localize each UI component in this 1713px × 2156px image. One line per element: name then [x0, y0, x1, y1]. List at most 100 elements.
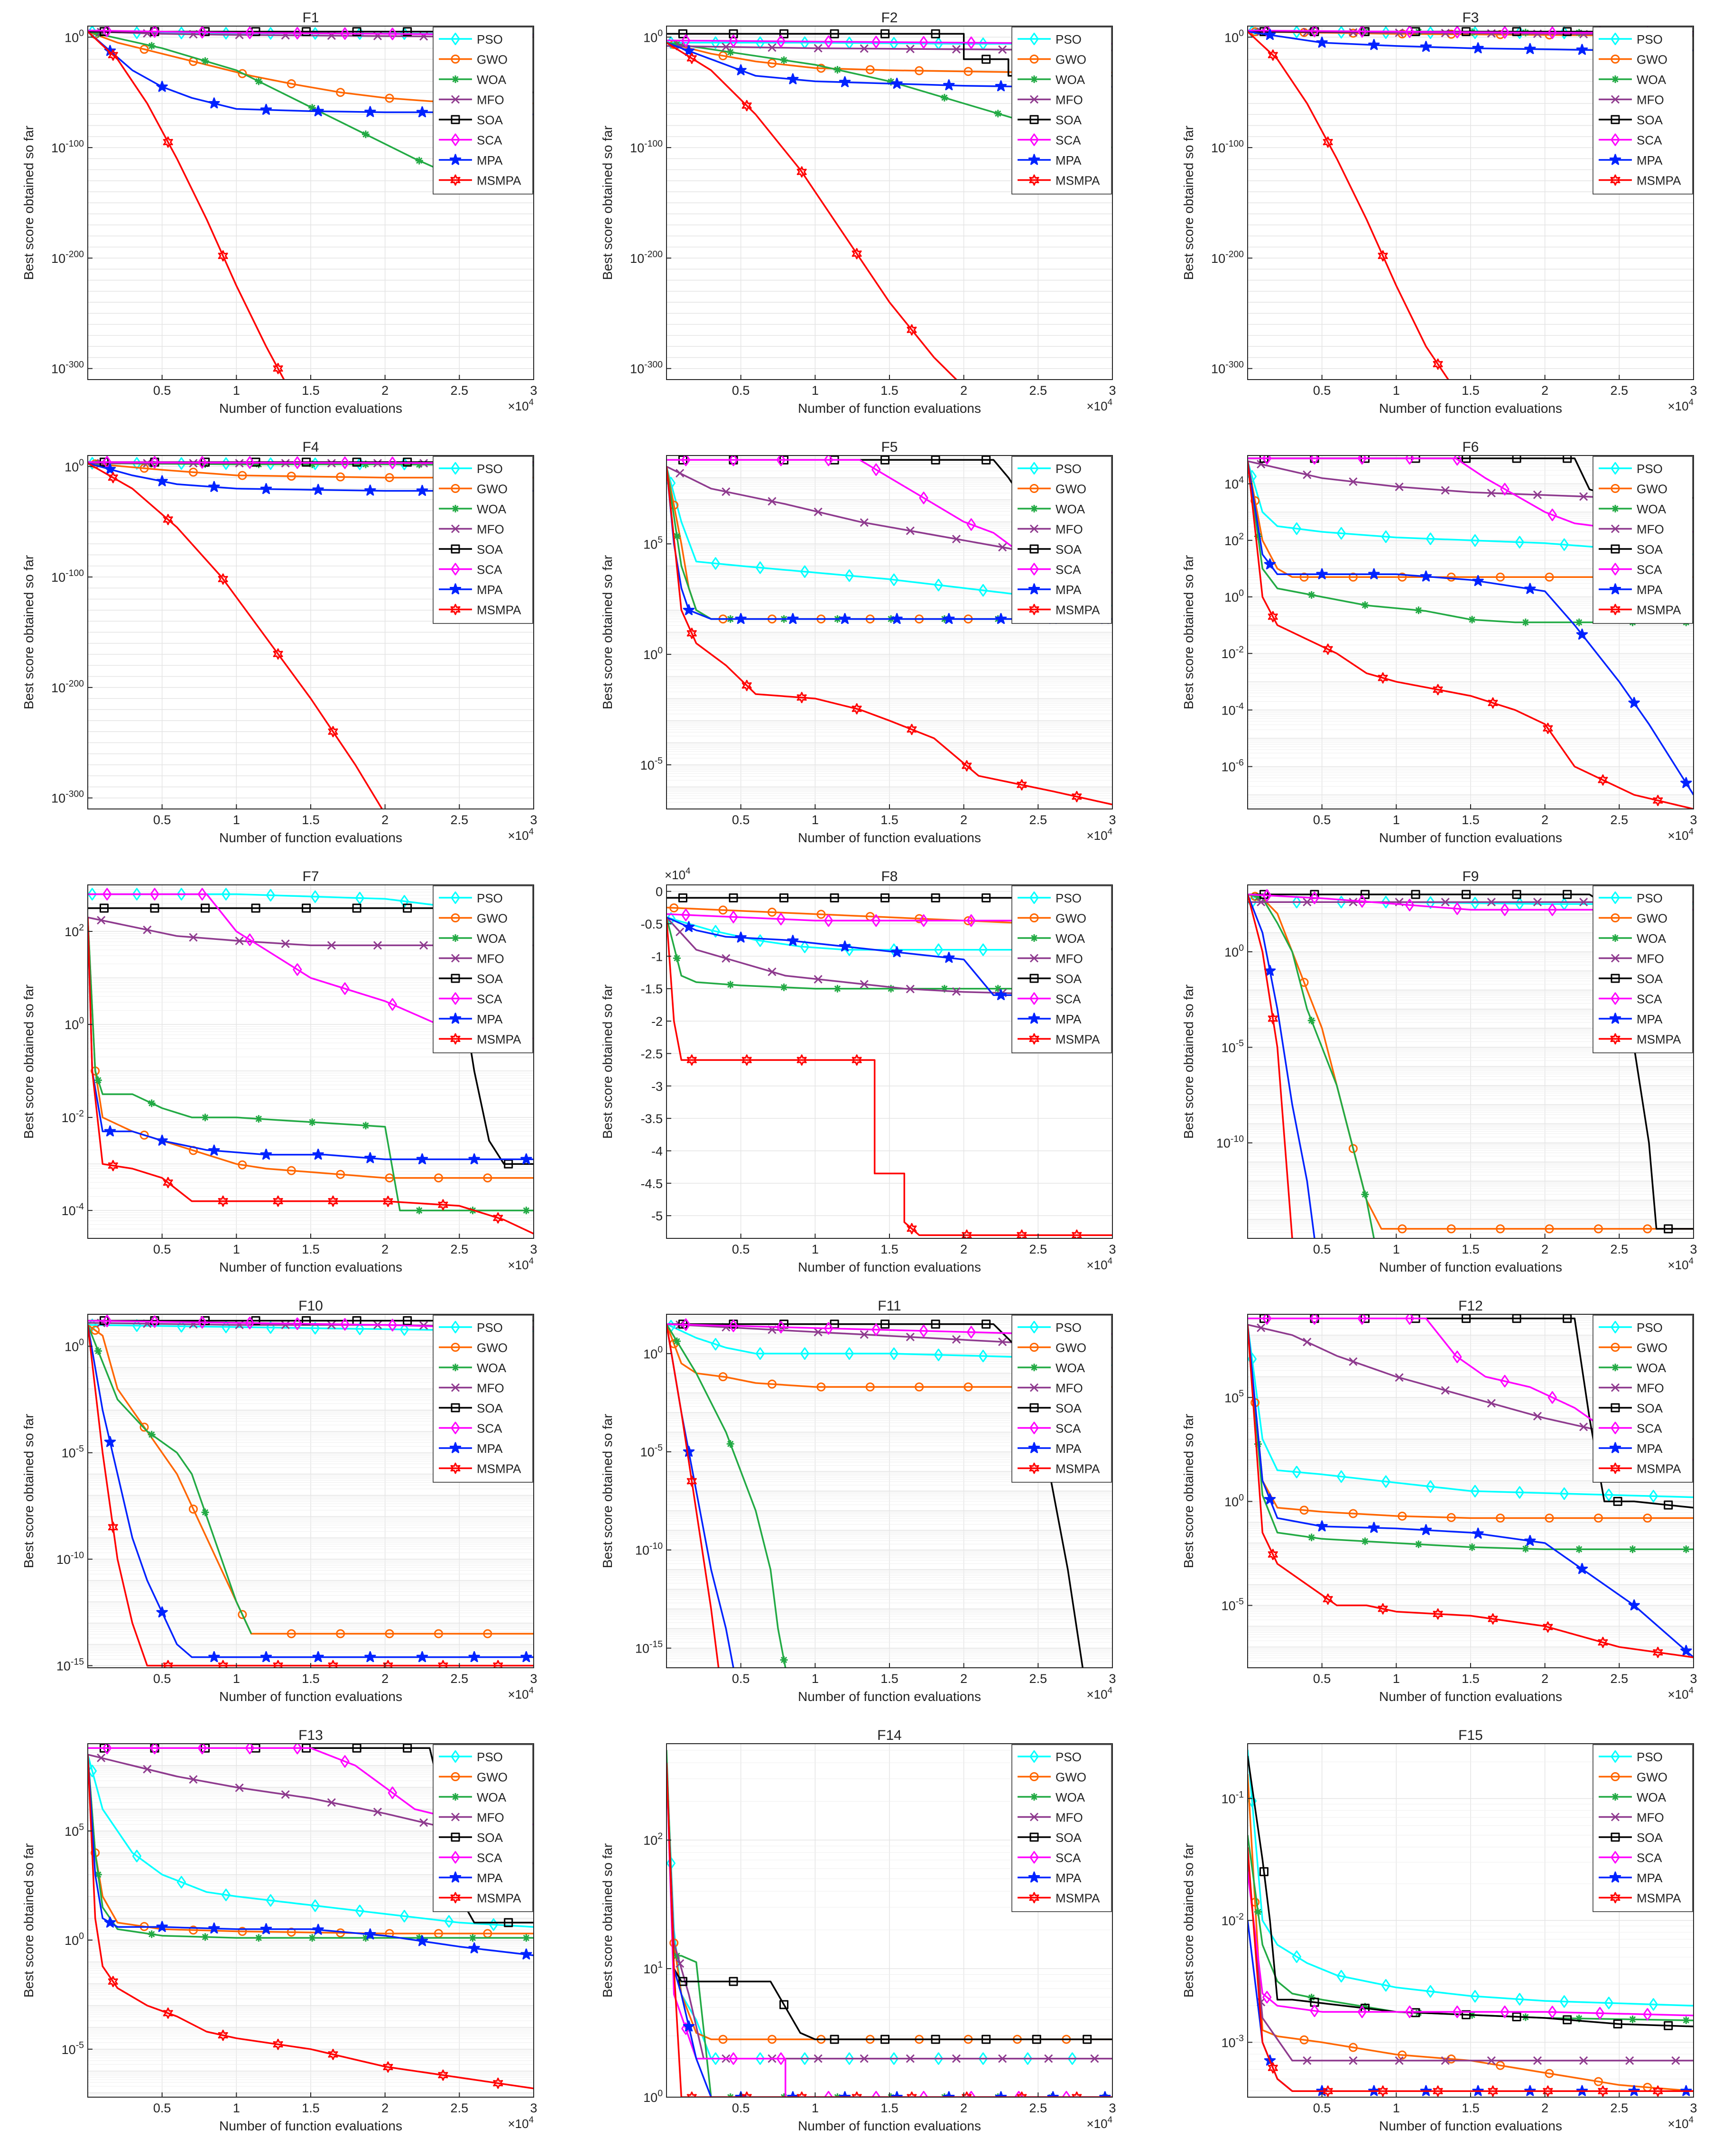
- marker-msmpa: [163, 2007, 173, 2019]
- marker-mpa: [1420, 1524, 1432, 1535]
- legend-box: [1593, 885, 1693, 1053]
- legend-label: GWO: [1056, 482, 1086, 496]
- legend-marker-pso: [1611, 32, 1620, 46]
- y-axis-label: Best score obtained so far: [21, 555, 36, 709]
- marker-pso: [711, 1338, 720, 1351]
- marker-gwo: [1496, 572, 1505, 582]
- marker-sca: [681, 1318, 691, 1331]
- legend-label: WOA: [1056, 73, 1085, 87]
- marker-msmpa: [796, 166, 807, 178]
- legend-label: MPA: [477, 1871, 503, 1885]
- x-tick-label: 1.5: [880, 2101, 898, 2115]
- x-tick-label: 2: [1541, 813, 1548, 827]
- marker-mpa: [839, 2091, 851, 2097]
- legend-marker-sca: [1029, 1422, 1039, 1434]
- legend-label: SCA: [1637, 1851, 1662, 1865]
- legend: PSO GWO WOA MFO SOA SCA MPA MSMPA: [433, 1744, 533, 1912]
- marker-mpa: [156, 1134, 168, 1146]
- legend-label: MPA: [1056, 153, 1082, 167]
- marker-msmpa: [741, 1054, 752, 1066]
- marker-soa: [678, 893, 687, 902]
- marker-mfo: [860, 2054, 869, 2063]
- marker-gwo: [915, 914, 924, 923]
- y-axis-label: Best score obtained so far: [1181, 1414, 1196, 1568]
- marker-msmpa: [108, 49, 118, 61]
- marker-sca: [1405, 455, 1415, 465]
- legend-marker-msmpa: [450, 174, 461, 186]
- y-tick-label: 10-300: [51, 789, 84, 806]
- marker-woa: [255, 77, 263, 85]
- marker-msmpa: [163, 1177, 173, 1189]
- marker-pso: [1292, 896, 1301, 909]
- marker-soa: [880, 893, 890, 902]
- legend-marker-mpa: [1609, 1013, 1621, 1024]
- marker-mpa: [104, 463, 116, 474]
- x-tick-label: 1.5: [1462, 2101, 1480, 2115]
- x-tick-label: 1.5: [1462, 813, 1480, 827]
- legend-label: MSMPA: [477, 1032, 521, 1047]
- legend-marker-pso: [451, 32, 460, 46]
- legend-marker-woa: [1611, 1793, 1619, 1801]
- marker-sca: [824, 455, 833, 466]
- marker-gwo: [1348, 572, 1358, 582]
- legend-label: SCA: [477, 1851, 502, 1865]
- chart-f4: 0.5 1 1.5 2 2.5 3×104 Number of function evalu…: [21, 439, 537, 845]
- series-line-msmpa: [1248, 31, 1449, 380]
- marker-woa: [994, 985, 1002, 993]
- marker-msmpa: [1543, 1621, 1553, 1633]
- marker-msmpa: [273, 1195, 283, 1207]
- marker-mpa: [787, 613, 799, 624]
- x-tick-label: 1.5: [880, 383, 898, 398]
- legend-box: [433, 456, 533, 624]
- legend-marker-pso: [451, 1750, 460, 1763]
- x-axis-label: Number of function evaluations: [798, 2119, 981, 2133]
- marker-soa: [201, 457, 210, 467]
- legend-label: WOA: [1637, 1361, 1667, 1375]
- legend-marker-mpa: [1609, 1871, 1621, 1883]
- legend-label: MSMPA: [1056, 603, 1100, 617]
- marker-soa: [880, 29, 890, 38]
- legend-marker-mpa: [1609, 583, 1621, 595]
- marker-mpa: [156, 475, 168, 486]
- marker-mpa: [260, 483, 272, 494]
- marker-gwo: [336, 88, 345, 97]
- y-tick-label: 101: [643, 1960, 663, 1976]
- marker-sca: [1357, 2005, 1367, 2018]
- marker-mpa: [1264, 558, 1276, 569]
- legend-label: SCA: [1056, 992, 1081, 1006]
- marker-mpa: [312, 1148, 324, 1160]
- marker-msmpa: [796, 692, 807, 703]
- marker-sca: [729, 2052, 738, 2065]
- marker-pso: [1515, 1486, 1524, 1499]
- chart-title: F4: [302, 439, 319, 455]
- legend-marker-pso: [1029, 891, 1039, 904]
- marker-mfo: [814, 975, 823, 984]
- marker-woa: [1575, 618, 1583, 626]
- marker-mpa: [208, 97, 220, 109]
- marker-soa: [982, 455, 991, 465]
- marker-soa: [1664, 1500, 1673, 1510]
- series-line-pso: [88, 1754, 534, 1928]
- marker-gwo: [767, 58, 777, 68]
- marker-mfo: [1533, 1412, 1542, 1421]
- marker-gwo: [1398, 1511, 1407, 1521]
- marker-mpa: [364, 1928, 376, 1940]
- legend-label: SOA: [1056, 542, 1082, 557]
- marker-mpa: [1680, 1645, 1692, 1656]
- legend: PSO GWO WOA MFO SOA SCA MPA MSMPA: [433, 1315, 533, 1483]
- marker-mpa: [1576, 44, 1588, 55]
- marker-mfo: [1395, 28, 1404, 37]
- marker-woa: [522, 1934, 530, 1942]
- marker-woa: [1361, 2003, 1369, 2011]
- marker-sca: [729, 1320, 738, 1332]
- marker-pso: [1426, 532, 1435, 545]
- marker-sca: [1310, 892, 1319, 904]
- marker-mfo: [1395, 1373, 1404, 1382]
- marker-pso: [355, 892, 364, 904]
- legend-marker-soa: [1029, 115, 1039, 124]
- x-tick-label: 2: [960, 2101, 967, 2115]
- x-multiplier: ×104: [1667, 1255, 1694, 1272]
- marker-pso: [355, 1322, 364, 1335]
- marker-mfo: [97, 916, 106, 925]
- legend-label: WOA: [1056, 502, 1085, 516]
